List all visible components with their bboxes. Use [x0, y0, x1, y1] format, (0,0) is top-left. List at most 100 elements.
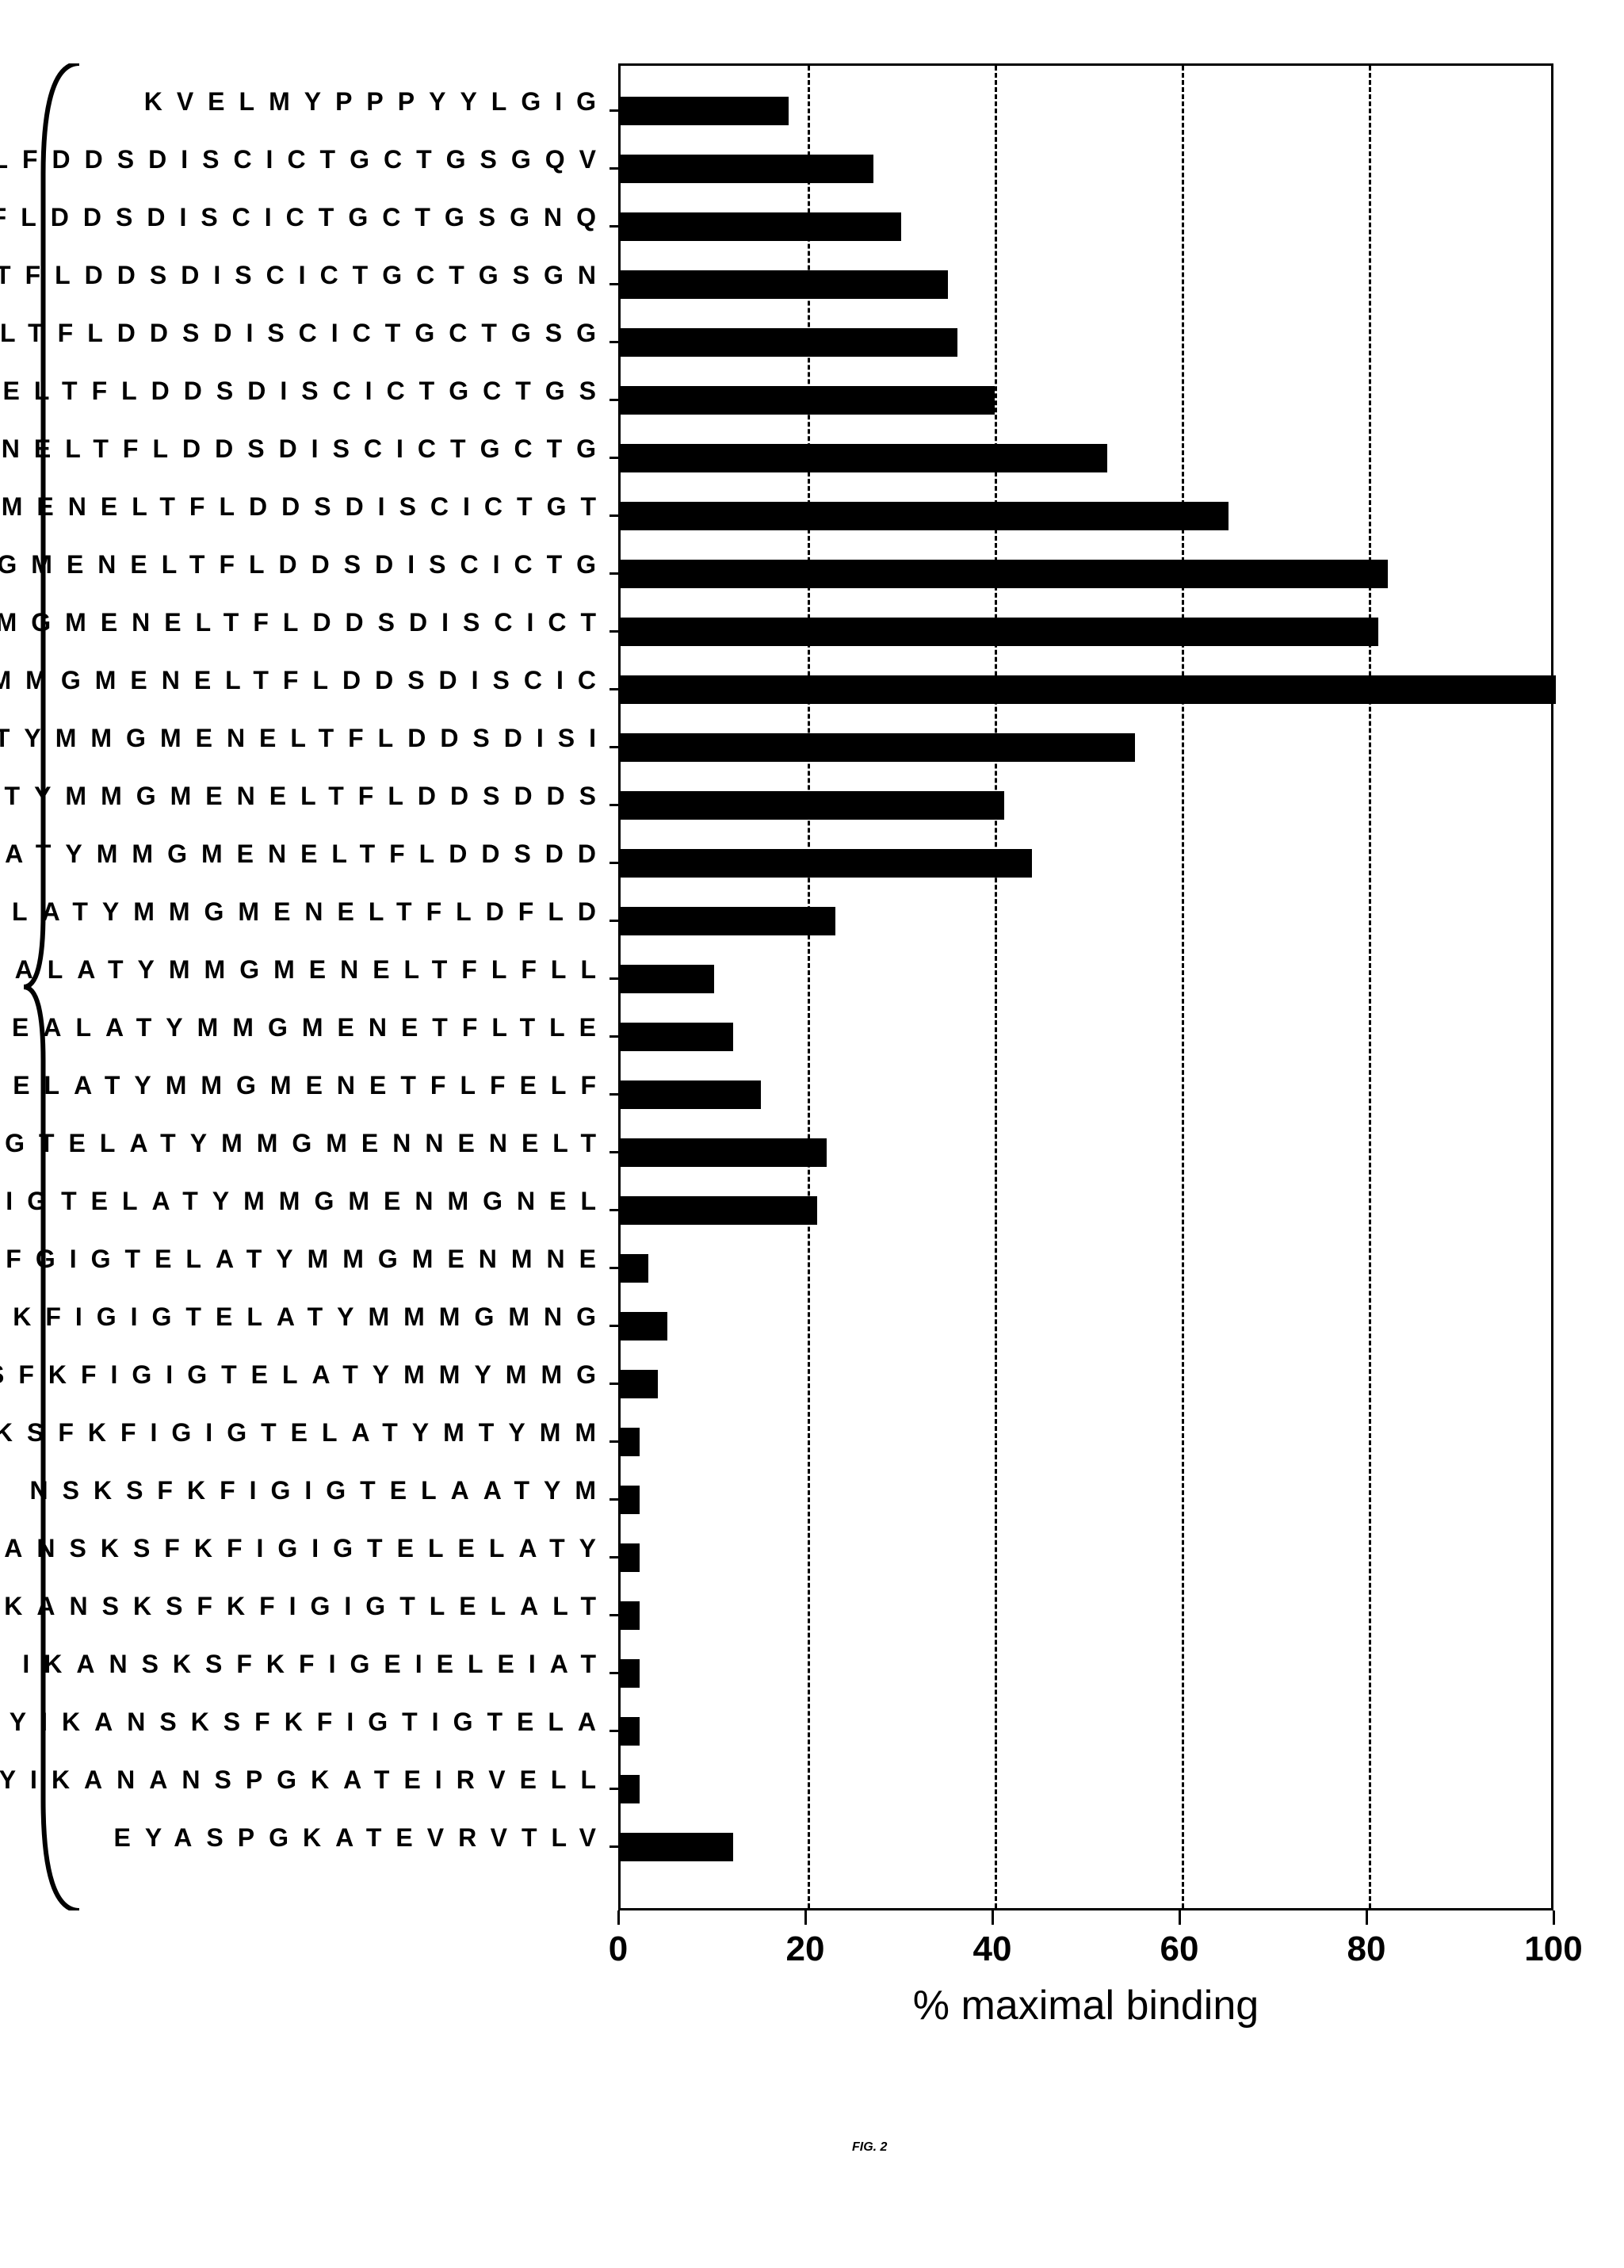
- sequence-label: FKFIGIGTELATYMMMGMNG: [87, 1311, 610, 1324]
- x-tick: [992, 1910, 994, 1925]
- y-tick: [609, 1383, 621, 1385]
- sequence-label: LFDDSDISCICTGCTGSGQV: [87, 154, 610, 166]
- bar: [621, 1717, 640, 1746]
- sequence-label: EALATYMMGMENELTFLFLL: [87, 964, 610, 977]
- sequence-label: TYMMGMENELTFLDDSDISI: [87, 732, 610, 745]
- gridline: [1369, 66, 1371, 1908]
- bar: [621, 560, 1388, 588]
- sequence-label: TFLDDSDISCICTGCTGSGNQ: [87, 212, 610, 224]
- bar: [621, 1080, 761, 1109]
- bar: [621, 907, 835, 935]
- sequence-label: YMMGMENELTFLDDSDISCIC: [87, 675, 610, 687]
- x-tick-label: 20: [786, 1930, 825, 1969]
- bar: [621, 675, 1556, 704]
- y-tick: [609, 399, 621, 401]
- bar: [621, 1428, 640, 1456]
- sequence-label: EYASPGKATEVRVTLV: [87, 1832, 610, 1845]
- bar: [621, 1023, 733, 1051]
- sequence-label: MGMENELTFLDDSDISCICTG: [87, 559, 610, 572]
- bar: [621, 1543, 640, 1572]
- sequence-label: ENELTFLDDSDISCICTGCTG: [87, 443, 610, 456]
- x-tick: [1366, 1910, 1368, 1925]
- sequence-label: IFGIGTELATYMMGMENMNE: [87, 1253, 610, 1266]
- y-tick: [609, 283, 621, 285]
- sequence-label: YIKANSKSFKFIGTIGTELA: [87, 1716, 610, 1729]
- bar: [621, 1196, 817, 1225]
- y-tick: [609, 1093, 621, 1096]
- bar: [621, 155, 873, 183]
- bar: [621, 618, 1378, 646]
- y-tick: [609, 1845, 621, 1848]
- bar: [621, 1370, 658, 1398]
- y-tick: [609, 1556, 621, 1559]
- y-tick: [609, 109, 621, 112]
- x-tick-label: 100: [1524, 1930, 1582, 1969]
- y-tick: [609, 457, 621, 459]
- bar: [621, 1138, 827, 1167]
- y-tick: [609, 862, 621, 864]
- figure-caption: FIG. 2: [852, 2140, 887, 2155]
- x-tick: [617, 1910, 620, 1925]
- y-tick: [609, 1325, 621, 1327]
- sequence-label: MMGMENELTFLDDSDISCICT: [87, 617, 610, 629]
- sequence-label: ELTFLDDSDISCICTGCTGSG: [87, 327, 610, 340]
- x-tick-label: 60: [1160, 1930, 1199, 1969]
- sequence-label: IKANSKSFKFIGEIELEIAT: [87, 1658, 610, 1671]
- y-tick: [609, 630, 621, 633]
- y-tick: [609, 1209, 621, 1211]
- sequence-label: ANSKSFKFIGIGTELELATY: [87, 1543, 610, 1555]
- y-tick: [609, 1788, 621, 1790]
- x-tick: [1179, 1910, 1181, 1925]
- x-tick: [804, 1910, 807, 1925]
- sequence-label: GIGTELATYMMGMENMGNEL: [87, 1195, 610, 1208]
- x-tick: [1553, 1910, 1555, 1925]
- y-tick: [609, 514, 621, 517]
- bar: [621, 1833, 733, 1861]
- y-tick: [609, 804, 621, 806]
- sequence-label: GMENELTFLDDSDISCICTGT: [87, 501, 610, 514]
- y-tick: [609, 341, 621, 343]
- y-tick: [609, 920, 621, 922]
- sequence-label: LATYMMGMENELTFLDDSDD: [87, 848, 610, 861]
- y-tick: [609, 167, 621, 170]
- bar: [621, 1486, 640, 1514]
- sequence-label: LTFLDDSDISCICTGCTGSGN: [87, 270, 610, 282]
- y-tick: [609, 1267, 621, 1269]
- y-tick: [609, 1672, 621, 1674]
- bar: [621, 97, 789, 125]
- x-tick-label: 40: [973, 1930, 1012, 1969]
- y-tick: [609, 1035, 621, 1038]
- gridline: [995, 66, 997, 1908]
- bar: [621, 328, 957, 357]
- bar: [621, 444, 1107, 472]
- sequence-label: IGTELATYMMGMENNENELT: [87, 1138, 610, 1150]
- y-tick: [609, 1614, 621, 1616]
- y-tick: [609, 977, 621, 980]
- sequence-label: TELATYMMGMENETFLFELF: [87, 1080, 610, 1092]
- y-tick: [609, 1440, 621, 1443]
- bar: [621, 270, 948, 299]
- y-tick: [609, 746, 621, 748]
- gridline: [1182, 66, 1184, 1908]
- y-tick: [609, 688, 621, 690]
- sequence-label: ATYMMGMENELTFLDDSDDS: [87, 790, 610, 803]
- y-tick: [609, 1151, 621, 1153]
- bar: [621, 212, 901, 241]
- y-tick: [609, 1730, 621, 1732]
- bar: [621, 1775, 640, 1803]
- bar: [621, 733, 1135, 762]
- y-tick: [609, 225, 621, 228]
- x-tick-label: 80: [1347, 1930, 1386, 1969]
- y-tick: [609, 1498, 621, 1501]
- bar: [621, 791, 1004, 820]
- x-tick-label: 0: [609, 1930, 628, 1969]
- sequence-label: QYIKANANSPGKATEIRVELL: [87, 1774, 610, 1787]
- sequence-label: KSFKFIGIGTELATYMTYMM: [87, 1427, 610, 1440]
- bar: [621, 386, 995, 415]
- sequence-label: KVELMYPPPYYLGIG: [87, 96, 610, 109]
- sequence-label: NSKSFKFIGIGTELAATYM: [87, 1485, 610, 1497]
- bar: [621, 965, 714, 993]
- sequence-label: NELTFLDDSDISCICTGCTGS: [87, 385, 610, 398]
- sequence-label: ALATYMMGMENELTFLDFLD: [87, 906, 610, 919]
- bar: [621, 1312, 667, 1341]
